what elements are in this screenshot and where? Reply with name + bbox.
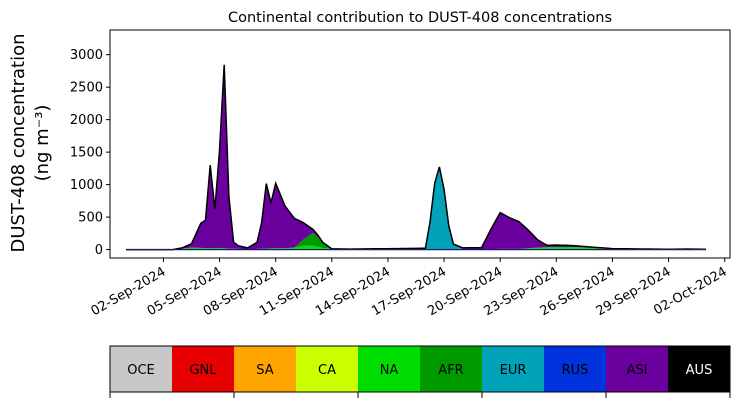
area-na — [126, 245, 706, 250]
legend-swatch-sa — [234, 346, 296, 392]
y-axis-label-line1: DUST-408 concentration — [8, 33, 29, 252]
y-tick-label: 1000 — [70, 178, 103, 193]
y-tick-label: 3000 — [70, 48, 103, 63]
plot-area — [126, 64, 706, 251]
y-tick-label: 0 — [95, 243, 103, 258]
legend-label-gnl: GNL — [189, 363, 217, 378]
legend-swatch-eur — [482, 346, 544, 392]
legend-label-oce: OCE — [127, 363, 155, 378]
legend-label-sa: SA — [256, 363, 273, 378]
y-tick-label: 1500 — [70, 146, 103, 161]
y-axis-label-line2: (ng m⁻³) — [32, 105, 53, 182]
legend-swatch-gnl — [172, 346, 234, 392]
legend-label-na: NA — [380, 363, 399, 378]
plot-frame — [109, 29, 731, 259]
y-tick-label: 500 — [78, 211, 103, 226]
y-tick-label: 2500 — [70, 81, 103, 96]
legend-swatch-na — [358, 346, 420, 392]
legend-label-afr: AFR — [438, 363, 463, 378]
legend-swatch-aus — [668, 346, 730, 392]
area-asi — [126, 64, 706, 250]
legend-swatch-afr — [420, 346, 482, 392]
legend-label-aus: AUS — [686, 363, 713, 378]
legend-label-eur: EUR — [500, 363, 527, 378]
legend-swatch-asi — [606, 346, 668, 392]
y-tick-label: 2000 — [70, 113, 103, 128]
legend-label-asi: ASI — [627, 363, 648, 378]
legend-label-ca: CA — [318, 363, 336, 378]
legend-label-rus: RUS — [562, 363, 589, 378]
legend-frame — [109, 345, 731, 393]
axes: 05001000150020002500300002-Sep-202405-Se… — [70, 29, 731, 319]
legend-swatch-oce — [110, 346, 172, 392]
legend-swatch-ca — [296, 346, 358, 392]
legend-color-bar: OCE GNL SA CA NA AFR EUR RUS ASI AUS — [109, 345, 731, 398]
legend-swatch-rus — [544, 346, 606, 392]
chart-title: Continental contribution to DUST-408 con… — [228, 10, 612, 26]
total-outline — [126, 64, 706, 251]
